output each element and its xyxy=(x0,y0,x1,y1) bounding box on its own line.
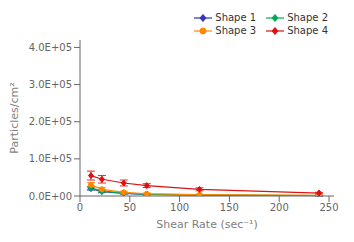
html-text:Shape 4: Shape 4 xyxy=(287,25,328,36)
svg-text:1.0E+05: 1.0E+05 xyxy=(29,153,72,164)
html-text:Shape 1: Shape 1 xyxy=(215,12,257,23)
svg-text:2.0E+05: 2.0E+05 xyxy=(29,116,72,127)
svg-text:0: 0 xyxy=(77,202,83,213)
html-text:Shape 2: Shape 2 xyxy=(287,12,328,23)
svg-text:200: 200 xyxy=(270,202,289,213)
svg-text:50: 50 xyxy=(123,202,136,213)
svg-text:150: 150 xyxy=(220,202,239,213)
svg-text:4.0E+05: 4.0E+05 xyxy=(29,42,72,53)
svg-text:100: 100 xyxy=(170,202,189,213)
svg-text:Particles/cm²: Particles/cm² xyxy=(8,82,21,153)
html-text:Shape 3: Shape 3 xyxy=(215,25,257,36)
svg-text:Shear Rate (sec⁻¹): Shear Rate (sec⁻¹) xyxy=(156,218,258,231)
svg-text:250: 250 xyxy=(319,202,338,213)
svg-text:3.0E+05: 3.0E+05 xyxy=(29,79,72,90)
svg-text:0.0E+00: 0.0E+00 xyxy=(29,191,72,202)
